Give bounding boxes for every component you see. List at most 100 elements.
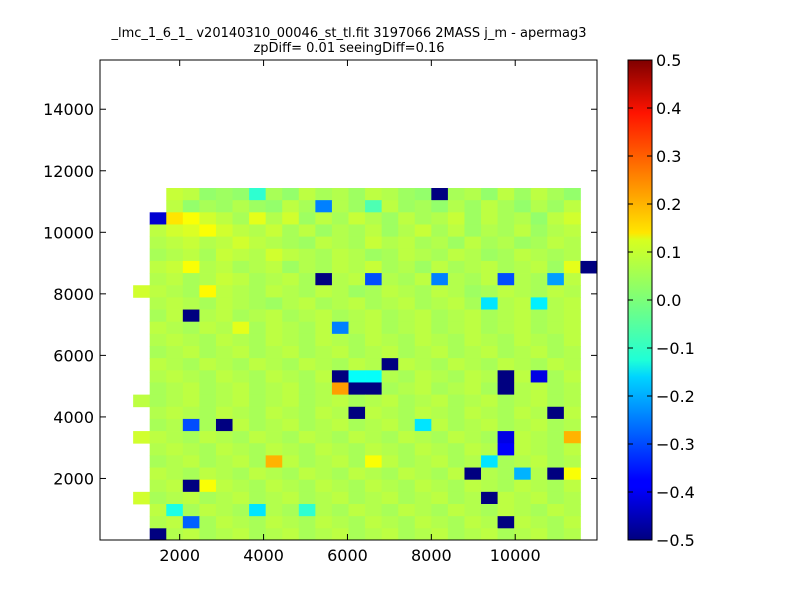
heatmap-cell — [431, 188, 449, 201]
heatmap-cell — [149, 212, 167, 225]
heatmap-cell — [232, 358, 250, 371]
heatmap-cell — [298, 188, 316, 201]
heatmap-cell — [249, 455, 267, 468]
heatmap-cell — [481, 285, 498, 298]
heatmap-cell — [414, 297, 432, 310]
heatmap-cell — [298, 236, 316, 250]
heatmap-cell — [282, 479, 300, 493]
heatmap-cell — [481, 479, 498, 493]
heatmap-cell — [265, 321, 283, 335]
heatmap-cell — [481, 212, 498, 225]
heatmap-cell — [464, 394, 482, 408]
heatmap-cell — [464, 273, 482, 286]
heatmap-cell — [232, 382, 250, 396]
heatmap-cell — [265, 431, 283, 444]
heatmap-cell — [182, 455, 200, 468]
heatmap-cell — [530, 333, 548, 347]
heatmap-cell — [331, 188, 349, 201]
heatmap-cell — [464, 297, 482, 310]
heatmap-cell — [215, 200, 233, 213]
heatmap-cell — [381, 212, 399, 225]
heatmap-cell — [530, 504, 548, 517]
heatmap-cell — [381, 260, 399, 274]
heatmap-cell — [348, 467, 366, 481]
heatmap-cell — [232, 467, 250, 481]
heatmap-cell — [514, 491, 532, 505]
heatmap-cell — [182, 236, 200, 250]
heatmap-cell — [431, 504, 449, 517]
heatmap-cell — [563, 248, 581, 262]
heatmap-cell — [149, 224, 167, 238]
heatmap-cell — [331, 491, 349, 505]
heatmap-cell — [166, 212, 184, 225]
heatmap-cell — [530, 467, 548, 481]
heatmap-cell — [215, 479, 233, 493]
heatmap-cell — [547, 309, 565, 323]
heatmap-cell — [331, 273, 349, 286]
heatmap-cell — [497, 273, 515, 286]
heatmap-cell — [530, 528, 548, 541]
heatmap-cell — [365, 297, 383, 310]
heatmap-cell — [514, 418, 532, 432]
heatmap-cell — [232, 321, 250, 335]
heatmap-cell — [514, 443, 532, 456]
heatmap-cell — [199, 260, 217, 274]
heatmap-cell — [215, 273, 233, 286]
heatmap-cell — [481, 455, 498, 468]
heatmap-cell — [381, 309, 399, 323]
heatmap-cell — [298, 224, 316, 238]
heatmap-cell — [530, 358, 548, 371]
heatmap-cell — [414, 516, 432, 529]
heatmap-cell — [398, 528, 416, 541]
heatmap-cell — [265, 297, 283, 310]
heatmap-cell — [282, 321, 300, 335]
heatmap-cell — [149, 285, 167, 298]
heatmap-cell — [514, 200, 532, 213]
heatmap-cell — [547, 479, 565, 493]
heatmap-cell — [365, 358, 383, 371]
heatmap-cell — [149, 528, 167, 541]
heatmap-cell — [298, 321, 316, 335]
heatmap-cell — [481, 418, 498, 432]
heatmap-cell — [547, 394, 565, 408]
heatmap-cell — [348, 285, 366, 298]
heatmap-cell — [182, 260, 200, 274]
heatmap-cell — [381, 236, 399, 250]
heatmap-cell — [447, 200, 465, 213]
heatmap-cell — [381, 358, 399, 371]
heatmap-cell — [547, 418, 565, 432]
heatmap-cell — [215, 382, 233, 396]
heatmap-cell — [514, 394, 532, 408]
x-tick-label: 4000 — [243, 546, 284, 565]
heatmap-cell — [497, 418, 515, 432]
heatmap-cell — [315, 212, 333, 225]
heatmap-cell — [331, 455, 349, 468]
heatmap-cell — [514, 358, 532, 371]
heatmap-cell — [563, 504, 581, 517]
heatmap-cell — [315, 333, 333, 347]
heatmap-cell — [215, 504, 233, 517]
heatmap-cell — [133, 431, 151, 444]
heatmap-cell — [166, 200, 184, 213]
heatmap-cell — [414, 406, 432, 420]
heatmap-cell — [166, 321, 184, 335]
heatmap-cell — [381, 333, 399, 347]
heatmap-cell — [282, 188, 300, 201]
heatmap-cell — [464, 516, 482, 529]
heatmap-cell — [199, 212, 217, 225]
heatmap-cell — [563, 285, 581, 298]
heatmap-cell — [563, 431, 581, 444]
heatmap-cell — [348, 455, 366, 468]
heatmap-cell — [265, 188, 283, 201]
heatmap-cell — [232, 212, 250, 225]
heatmap-cell — [398, 370, 416, 383]
heatmap-cell — [514, 273, 532, 286]
heatmap-cell — [431, 260, 449, 274]
heatmap-cell — [530, 321, 548, 335]
heatmap-cell — [298, 528, 316, 541]
heatmap-cell — [447, 346, 465, 359]
heatmap-cell — [315, 370, 333, 383]
heatmap-cell — [282, 212, 300, 225]
heatmap-cell — [249, 394, 267, 408]
heatmap-cell — [431, 297, 449, 310]
